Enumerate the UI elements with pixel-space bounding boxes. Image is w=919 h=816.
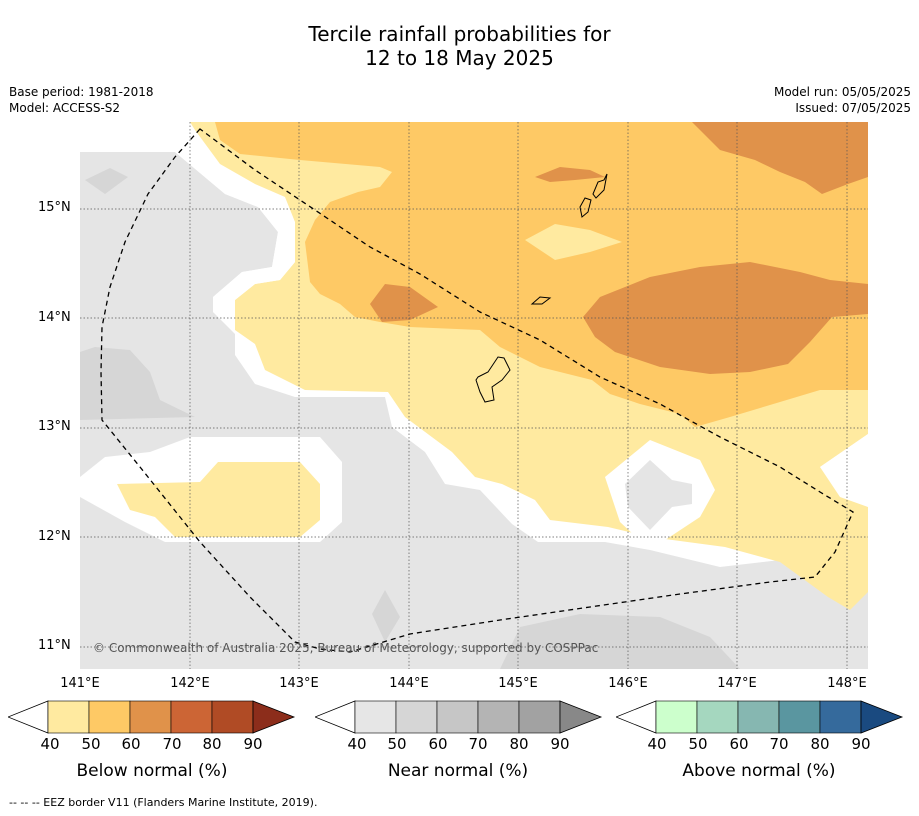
colorbar-near-bin-60 — [436, 700, 479, 734]
cbar-below-tick-90: 90 — [243, 735, 263, 753]
graticule — [80, 122, 868, 669]
lat-label-15n: 15°N — [38, 200, 71, 215]
meta-right: Model run: 05/05/2025 Issued: 07/05/2025 — [774, 84, 911, 116]
colorbar-near-max-arrow — [559, 700, 603, 734]
near-normal-label: Near normal (%) — [387, 761, 529, 781]
colorbar-near-bin-70 — [477, 700, 520, 734]
title-line-1: Tercile rainfall probabilities for — [308, 22, 611, 46]
guam-island — [475, 356, 511, 403]
colorbar-above-bin-70 — [778, 700, 821, 734]
colorbar-above-normal — [616, 700, 904, 734]
cbar-above-tick-60: 60 — [729, 735, 749, 753]
below-normal-60-north-small — [535, 167, 605, 182]
model-run: Model run: 05/05/2025 — [773, 85, 911, 99]
cbar-above-tick-80: 80 — [810, 735, 830, 753]
colorbar-near-bin-50 — [395, 700, 438, 734]
colorbar-below-normal — [8, 700, 296, 734]
lon-label-145e: 145°E — [498, 676, 538, 691]
chart-title: Tercile rainfall probabilities for 12 to… — [0, 22, 919, 70]
issued-date: Issued: 07/05/2025 — [795, 101, 911, 115]
colorbar-below-min-arrow — [8, 700, 49, 734]
cbar-below-tick-80: 80 — [202, 735, 222, 753]
equal-chances-ring-northwest — [80, 122, 295, 330]
near-normal-50-west — [80, 347, 195, 420]
cbar-above-tick-50: 50 — [688, 735, 708, 753]
tinian-island — [579, 197, 592, 218]
title-line-2: 12 to 18 May 2025 — [365, 46, 554, 70]
cbar-near-tick-50: 50 — [387, 735, 407, 753]
colorbar-near-bin-80 — [518, 700, 561, 734]
cbar-near-tick-40: 40 — [347, 735, 367, 753]
lon-label-144e: 144°E — [389, 676, 429, 691]
near-normal-50-south — [372, 590, 400, 642]
cbar-near-tick-70: 70 — [468, 735, 488, 753]
colorbar-below-bin-80 — [211, 700, 254, 734]
meta-left: Base period: 1981-2018 Model: ACCESS-S2 — [9, 84, 154, 116]
colorbar-below-max-arrow — [252, 700, 296, 734]
near-normal-40-upper-left — [80, 152, 295, 412]
cbar-near-tick-90: 90 — [550, 735, 570, 753]
cbar-below-tick-50: 50 — [81, 735, 101, 753]
cbar-near-tick-60: 60 — [428, 735, 448, 753]
lon-label-143e: 143°E — [279, 676, 319, 691]
colorbar-near-normal — [315, 700, 603, 734]
near-normal-50-southeast — [500, 614, 740, 669]
colorbar-near-bin-40 — [354, 700, 397, 734]
model-name: Model: ACCESS-S2 — [9, 101, 121, 115]
colorbar-above-bin-80 — [819, 700, 862, 734]
copyright-notice: © Commonwealth of Australia 2025, Bureau… — [93, 641, 599, 655]
below-normal-40-lens — [525, 224, 622, 260]
below-normal-label: Below normal (%) — [76, 761, 228, 781]
below-normal-40-left — [117, 462, 320, 537]
rota-island — [530, 296, 552, 305]
colorbar-above-max-arrow — [860, 700, 904, 734]
colorbar-above-min-arrow — [616, 700, 657, 734]
cbar-below-tick-70: 70 — [162, 735, 182, 753]
lon-label-147e: 147°E — [717, 676, 757, 691]
eez-border — [100, 128, 854, 653]
lat-label-13n: 13°N — [38, 419, 71, 434]
islands — [475, 173, 608, 403]
below-normal-60-northeast — [692, 122, 868, 194]
near-normal-40-east-island — [625, 460, 692, 530]
saipan-island — [592, 173, 608, 199]
lat-label-11n: 11°N — [38, 638, 71, 653]
equal-chances-ring-southeast — [820, 434, 868, 507]
cbar-above-tick-70: 70 — [769, 735, 789, 753]
lat-label-14n: 14°N — [38, 310, 71, 325]
lon-label-148e: 148°E — [827, 676, 867, 691]
above-normal-label: Above normal (%) — [682, 761, 836, 781]
colorbar-above-bin-50 — [696, 700, 739, 734]
cbar-above-tick-90: 90 — [851, 735, 871, 753]
near-normal-50-northwest — [85, 168, 128, 194]
cbar-below-tick-40: 40 — [40, 735, 60, 753]
lon-label-146e: 146°E — [608, 676, 648, 691]
colorbar-below-bin-40 — [47, 700, 90, 734]
lon-label-141e: 141°E — [60, 676, 100, 691]
lon-label-142e: 142°E — [170, 676, 210, 691]
colorbar-below-bin-50 — [88, 700, 131, 734]
colorbar-near-min-arrow — [315, 700, 356, 734]
cbar-above-tick-40: 40 — [647, 735, 667, 753]
cbar-near-tick-80: 80 — [509, 735, 529, 753]
colorbar-above-bin-60 — [737, 700, 780, 734]
colorbar-below-bin-70 — [170, 700, 213, 734]
lat-label-12n: 12°N — [38, 529, 71, 544]
probability-map — [80, 122, 868, 669]
below-normal-60-west-small — [370, 284, 438, 322]
eez-footnote: -- -- -- EEZ border V11 (Flanders Marine… — [9, 796, 318, 809]
colorbar-below-bin-60 — [129, 700, 172, 734]
colorbar-above-bin-40 — [655, 700, 698, 734]
base-period: Base period: 1981-2018 — [9, 85, 154, 99]
cbar-below-tick-60: 60 — [121, 735, 141, 753]
